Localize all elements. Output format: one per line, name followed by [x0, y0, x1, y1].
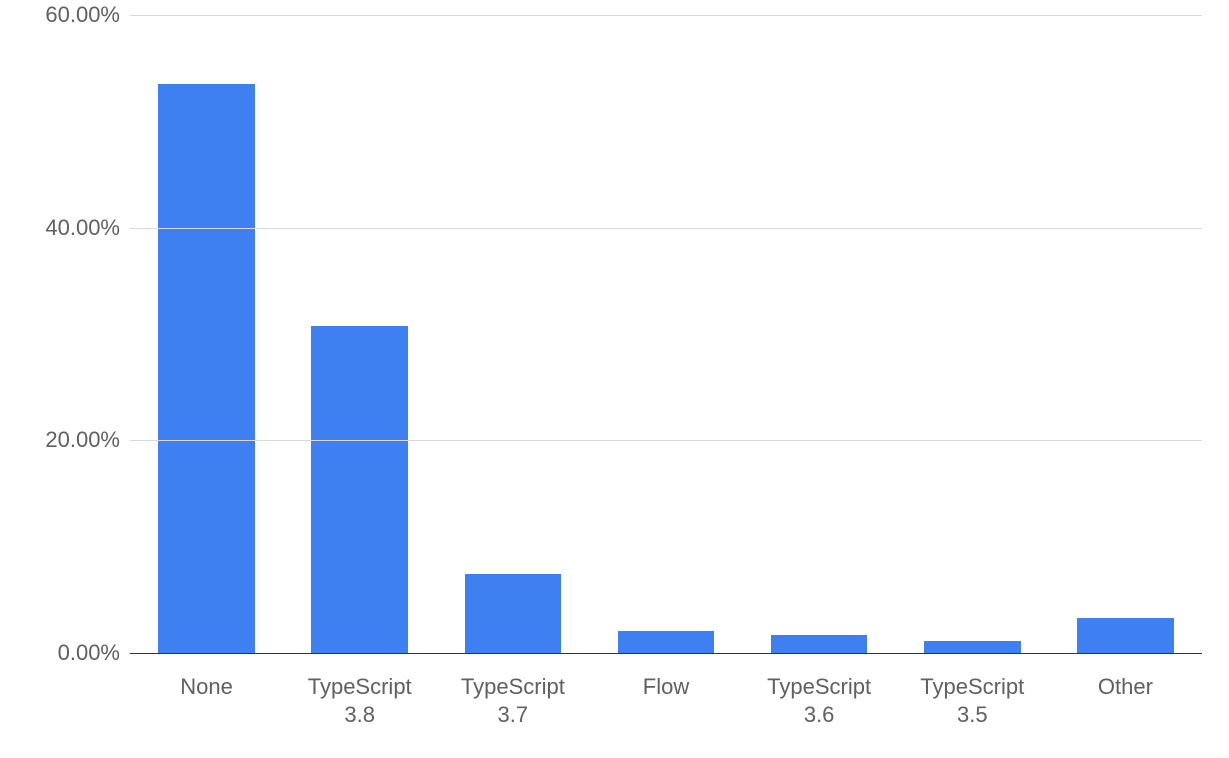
x-axis-baseline: [130, 653, 1202, 654]
x-tick-label: Other: [1049, 673, 1202, 728]
plot-area: 0.00%20.00%40.00%60.00%: [130, 15, 1202, 653]
x-tick-label-line2: 3.5: [900, 701, 1045, 729]
x-axis-labels: NoneTypeScript3.8TypeScript3.7FlowTypeSc…: [130, 673, 1202, 728]
x-tick-label: None: [130, 673, 283, 728]
x-tick-label-line1: TypeScript: [440, 673, 585, 701]
bar-slot: [896, 15, 1049, 653]
x-tick-label-line1: TypeScript: [900, 673, 1045, 701]
x-tick-label-line1: TypeScript: [747, 673, 892, 701]
bar-slot: [589, 15, 742, 653]
x-tick-label-line1: Other: [1053, 673, 1198, 701]
x-tick-label-line1: Flow: [593, 673, 738, 701]
y-tick-label: 0.00%: [58, 640, 120, 666]
bar-slot: [743, 15, 896, 653]
bar: [771, 635, 867, 653]
y-tick-label: 60.00%: [45, 2, 120, 28]
x-tick-label-line2: 3.6: [747, 701, 892, 729]
bar: [618, 631, 714, 653]
x-tick-label: TypeScript3.7: [436, 673, 589, 728]
bar: [465, 574, 561, 653]
bar: [924, 641, 1020, 653]
bar-slot: [130, 15, 283, 653]
x-tick-label-line1: TypeScript: [287, 673, 432, 701]
bar: [1077, 618, 1173, 653]
y-tick-label: 40.00%: [45, 215, 120, 241]
x-tick-label: TypeScript3.8: [283, 673, 436, 728]
x-tick-label: Flow: [589, 673, 742, 728]
gridline: [130, 15, 1202, 16]
bar-slot: [283, 15, 436, 653]
x-tick-label-line2: 3.8: [287, 701, 432, 729]
bar: [158, 84, 254, 653]
bar-slot: [1049, 15, 1202, 653]
bar-chart: 0.00%20.00%40.00%60.00% NoneTypeScript3.…: [0, 0, 1229, 758]
x-tick-label-line2: 3.7: [440, 701, 585, 729]
bar-slot: [436, 15, 589, 653]
gridline: [130, 228, 1202, 229]
y-tick-label: 20.00%: [45, 427, 120, 453]
bars-row: [130, 15, 1202, 653]
gridline: [130, 440, 1202, 441]
x-tick-label: TypeScript3.5: [896, 673, 1049, 728]
x-tick-label-line1: None: [134, 673, 279, 701]
bar: [311, 326, 407, 654]
x-tick-label: TypeScript3.6: [743, 673, 896, 728]
